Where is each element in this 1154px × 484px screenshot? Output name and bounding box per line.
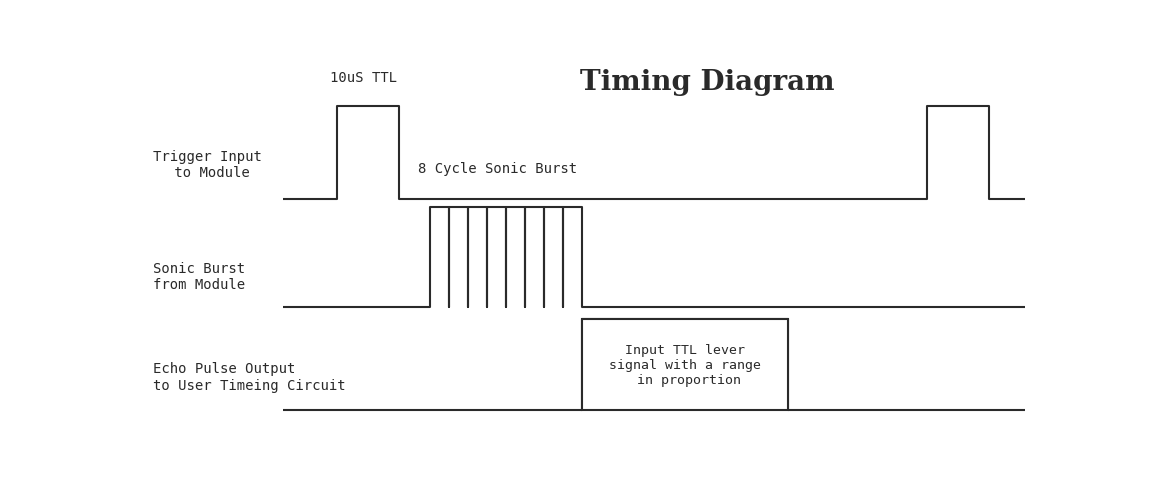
Text: Input TTL lever
signal with a range
 in proportion: Input TTL lever signal with a range in p… [609,343,762,386]
Text: Trigger Input
 to Module: Trigger Input to Module [153,149,262,180]
FancyBboxPatch shape [583,319,788,410]
Text: Sonic Burst
from Module: Sonic Burst from Module [153,261,246,291]
Text: Echo Pulse Output
to User Timeing Circuit: Echo Pulse Output to User Timeing Circui… [153,362,346,392]
Text: 8 Cycle Sonic Burst: 8 Cycle Sonic Burst [418,162,577,176]
Text: Timing Diagram: Timing Diagram [580,69,835,96]
Text: 10uS TTL: 10uS TTL [330,71,397,85]
